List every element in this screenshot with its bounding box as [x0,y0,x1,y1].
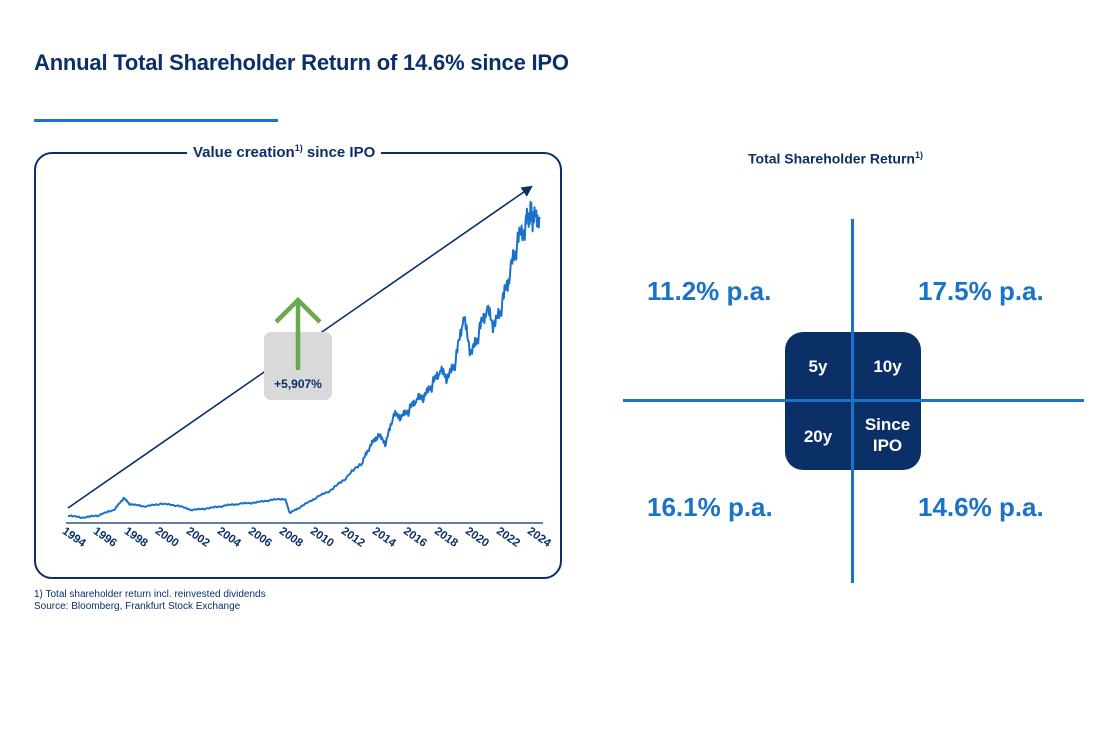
tsr-label-5y: 5y [808,357,828,376]
growth-callout-text: +5,907% [274,377,322,391]
tsr-10y-value: 17.5% p.a. [918,276,1044,306]
x-tick-label: 2010 [308,525,336,550]
x-tick-label: 2012 [339,525,367,550]
tsr-label-since-ipo: Since IPO [864,415,911,455]
x-tick-labels: 1994 1996 1998 2000 2002 2004 2006 2008 2010 2012… [60,525,554,550]
x-tick-label: 1996 [91,525,119,550]
x-tick-label: 2014 [370,525,398,550]
tsr-5y-value: 11.2% p.a. [647,276,772,306]
footnote: 1) Total shareholder return incl. reinve… [34,589,266,613]
x-tick-label: 2004 [215,525,243,550]
page-title: Annual Total Shareholder Return of 14.6%… [34,50,569,75]
x-tick-label: 2006 [246,525,274,550]
x-tick-label: 1998 [122,525,150,550]
tsr-since-ipo-value: 14.6% p.a. [918,492,1044,522]
x-tick-label: 2018 [432,525,460,550]
chart-title-suffix: since IPO [302,144,376,161]
tsr-title-footnote-mark: 1) [914,150,923,160]
x-tick-label: 1994 [60,525,88,550]
green-up-arrow-icon [274,296,322,370]
x-tick-label: 2002 [184,525,212,550]
x-tick-label: 2024 [525,525,553,550]
tsr-label-20y: 20y [803,427,833,446]
chart-title: Value creation1) since IPO [187,143,382,161]
footnote-source: Source: Bloomberg, Frankfurt Stock Excha… [34,601,241,612]
x-tick-label: 2008 [277,525,305,550]
tsr-20y-value: 16.1% p.a. [647,492,773,522]
series-line [67,200,541,519]
x-tick-label: 2020 [463,525,491,550]
x-tick-label: 2000 [153,525,181,550]
x-tick-label: 2016 [401,525,429,550]
footnote-line-1: 1) Total shareholder return incl. reinve… [34,589,266,600]
tsr-box-divider-horizontal [785,399,921,402]
x-tick-label: 2022 [494,525,522,550]
chart-title-text: Value creation [193,144,295,161]
chart-title-footnote-mark: 1) [294,143,303,153]
title-underline [34,119,278,122]
tsr-title: Total Shareholder Return1) [748,150,923,167]
tsr-title-text: Total Shareholder Return [748,150,915,167]
tsr-label-10y: 10y [873,357,902,376]
